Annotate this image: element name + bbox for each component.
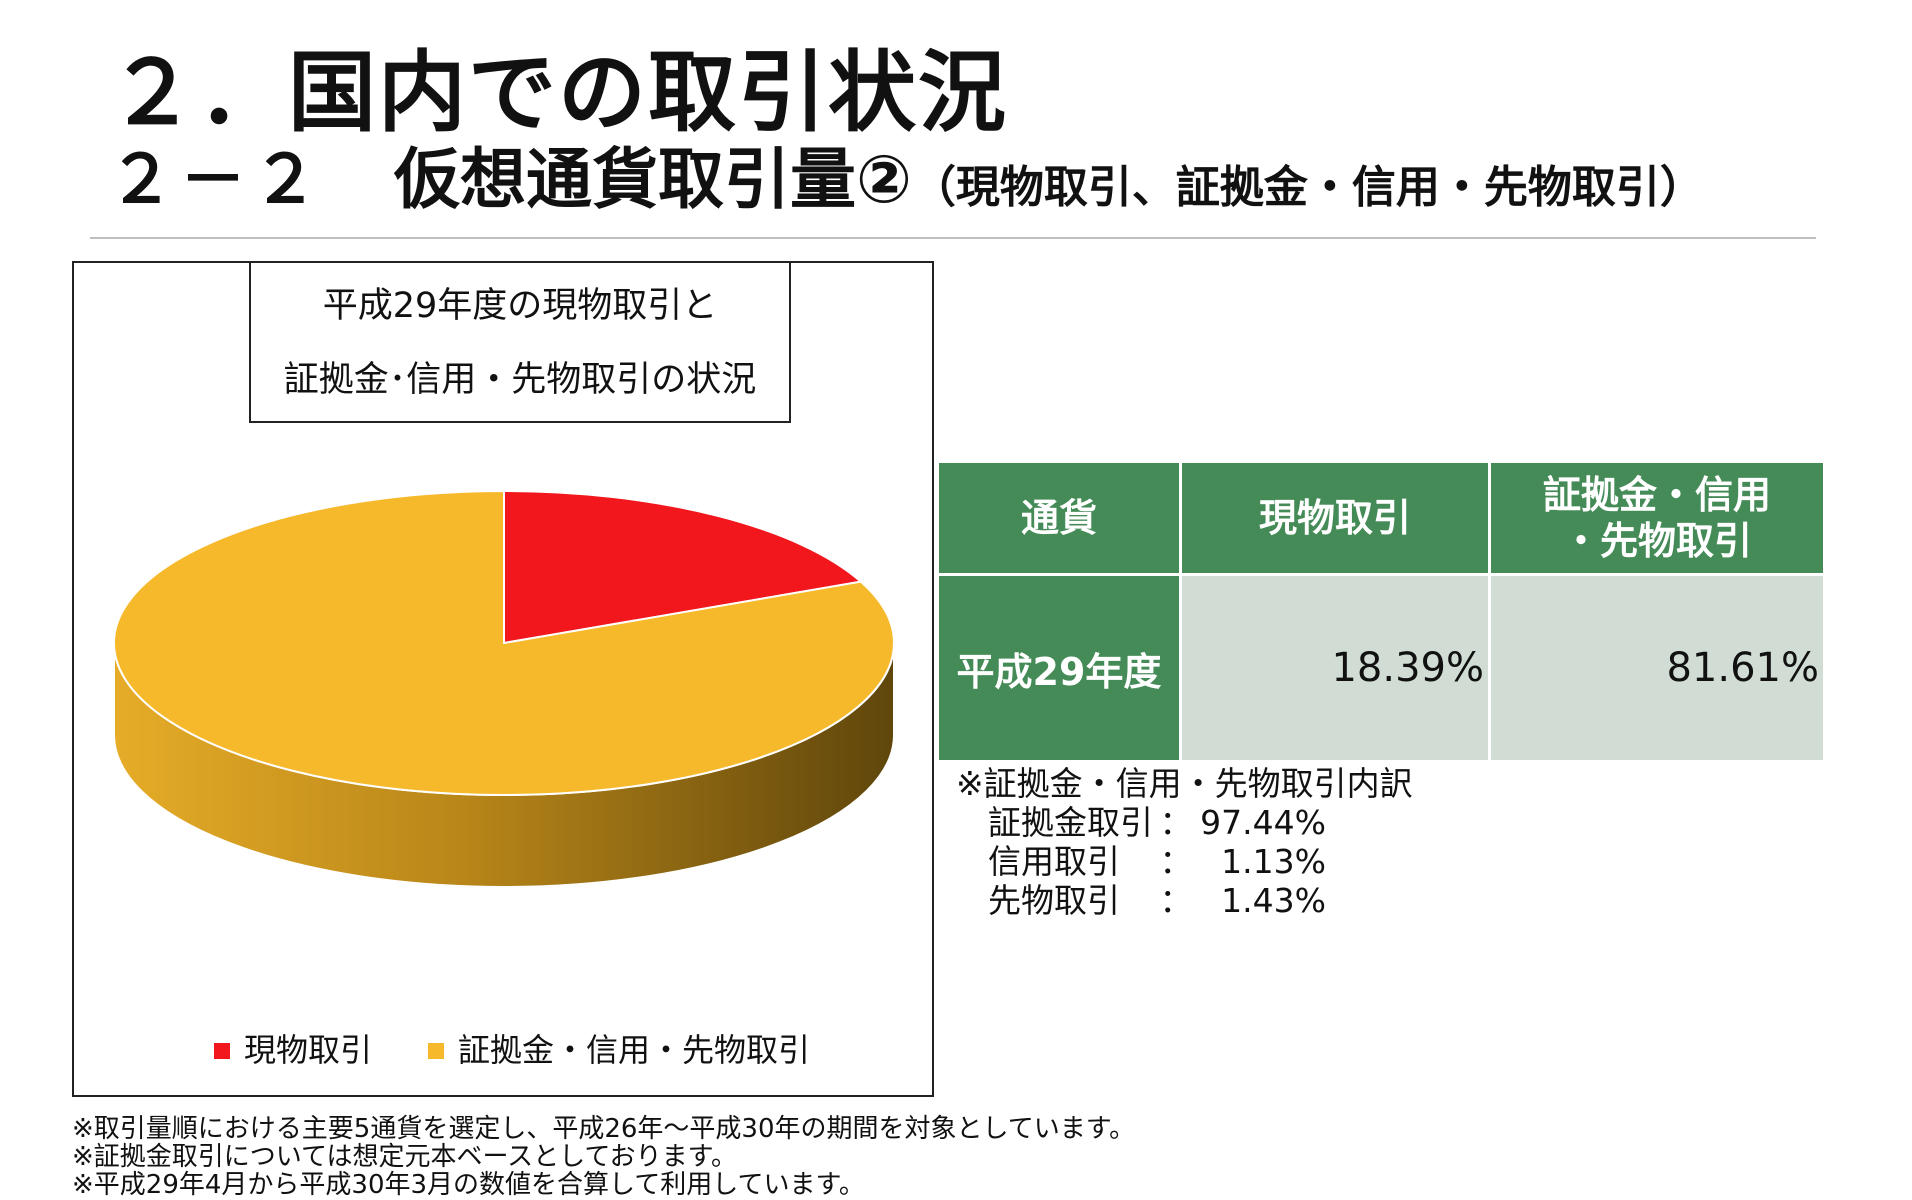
subtitle-text: 仮想通貨取引量② <box>394 141 912 218</box>
subtitle-number: ２－２ <box>108 141 324 218</box>
breakdown-row: 先物取引 ： 1.43% <box>956 881 1413 920</box>
margin-breakdown: ※証拠金・信用・先物取引内訳 証拠金取引 ： 97.44% 信用取引 ： 1.1… <box>956 764 1413 920</box>
legend-swatch-margin <box>428 1043 445 1059</box>
breakdown-value: 1.43% <box>1221 881 1326 920</box>
page-subtitle: ２－２ 仮想通貨取引量②（現物取引、証拠金・信用・先物取引） <box>108 140 1704 228</box>
row-label-fy29: 平成29年度 <box>936 573 1182 763</box>
share-table-row: 平成29年度 18.39% 81.61% <box>936 573 1826 763</box>
chart-legend: 現物取引 証拠金・信用・先物取引 <box>214 1025 866 1071</box>
pie-slice-spot <box>503 489 864 645</box>
legend-swatch-spot <box>214 1043 230 1059</box>
breakdown-value: 1.13% <box>1221 842 1326 881</box>
footnote: ※取引量順における主要5通貨を選定し、平成26年～平成30年の期間を対象としてい… <box>72 1114 1136 1144</box>
legend-item-margin: 証拠金・信用・先物取引 <box>428 1025 810 1071</box>
footnotes: ※取引量順における主要5通貨を選定し、平成26年～平成30年の期間を対象としてい… <box>72 1115 1135 1199</box>
value-margin: 81.61% <box>1488 573 1826 763</box>
breakdown-colon: ： <box>1159 803 1193 842</box>
legend-label-margin: 証拠金・信用・先物取引 <box>458 1031 811 1069</box>
subtitle-paren: （現物取引、証拠金・信用・先物取引） <box>911 162 1704 213</box>
breakdown-label: 先物取引 <box>988 881 1120 920</box>
share-table: 通貨 現物取引 証拠金・信用 ・先物取引 平成29年度 18.39% 81.61… <box>936 460 1826 763</box>
breakdown-label: 信用取引 <box>988 842 1120 881</box>
breakdown-value: 97.44% <box>1200 803 1326 842</box>
legend-item-spot: 現物取引 <box>214 1025 372 1071</box>
pie-chart-panel: 平成29年度の現物取引と 証拠金･信用・先物取引の状況 現物取引 証拠金・信用・… <box>72 261 934 1097</box>
breakdown-colon: ： <box>1159 842 1193 881</box>
header-margin: 証拠金・信用 ・先物取引 <box>1488 460 1826 576</box>
footnote: ※平成29年4月から平成30年3月の数値を合算して利用しています。 <box>72 1170 865 1200</box>
page-title: ２．国内での取引状況 <box>108 41 1009 144</box>
value-spot: 18.39% <box>1179 573 1491 763</box>
chart-title-line-1: 平成29年度の現物取引と <box>322 286 718 326</box>
header-margin-line-1: 証拠金・信用 <box>1542 473 1771 517</box>
header-currency: 通貨 <box>936 460 1182 576</box>
breakdown-label: 証拠金取引 <box>988 803 1153 842</box>
breakdown-heading: ※証拠金・信用・先物取引内訳 <box>956 764 1413 803</box>
pie-chart <box>113 489 895 888</box>
header-spot: 現物取引 <box>1179 460 1491 576</box>
header-margin-line-2: ・先物取引 <box>1561 519 1752 563</box>
footnote: ※証拠金取引については想定元本ベースとしております。 <box>72 1142 738 1172</box>
breakdown-row: 証拠金取引 ： 97.44% <box>956 803 1413 842</box>
pie-slice-margin <box>113 489 895 796</box>
breakdown-row: 信用取引 ： 1.13% <box>956 842 1413 881</box>
legend-label-spot: 現物取引 <box>244 1031 373 1069</box>
title-divider <box>90 237 1816 239</box>
chart-title-line-2: 証拠金･信用・先物取引の状況 <box>283 360 757 400</box>
share-table-header-row: 通貨 現物取引 証拠金・信用 ・先物取引 <box>936 460 1826 576</box>
breakdown-colon: ： <box>1159 881 1193 920</box>
chart-title: 平成29年度の現物取引と 証拠金･信用・先物取引の状況 <box>249 263 791 423</box>
